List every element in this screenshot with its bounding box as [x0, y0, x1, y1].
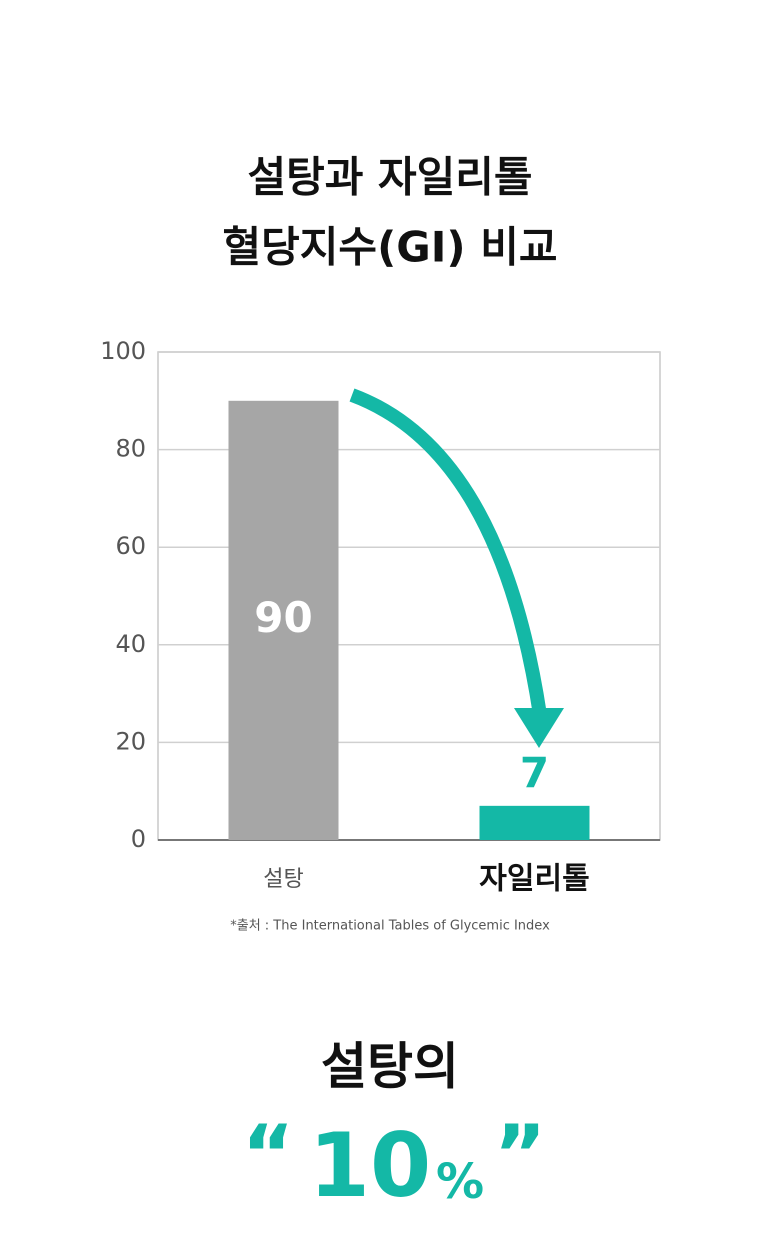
x-tick-label: 설탕	[263, 867, 303, 892]
chart-title: 설탕과 자일리톨	[247, 153, 532, 202]
y-tick-label: 20	[115, 727, 146, 755]
chart-subtitle: 혈당지수(GI) 비교	[223, 223, 558, 272]
plot: 0 20 40 60 80 100 설탕 90 자일리톨 7	[100, 337, 660, 897]
caption-number: 10	[309, 1114, 431, 1217]
value-label: 7	[520, 748, 549, 797]
source-note: *출처 : The International Tables of Glycem…	[230, 919, 550, 934]
y-tick-label: 60	[115, 532, 146, 560]
x-tick-label: 자일리톨	[479, 862, 589, 897]
close-quote: ”	[494, 1108, 547, 1201]
value-label: 90	[254, 593, 312, 642]
caption-line: 설탕의	[321, 1038, 459, 1096]
caption-unit: %	[436, 1154, 484, 1210]
bar	[228, 400, 339, 840]
y-tick-label: 40	[115, 630, 146, 658]
open-quote: “	[242, 1108, 295, 1201]
arrow-head	[514, 708, 564, 748]
bar	[479, 805, 590, 840]
y-tick-label: 0	[131, 825, 146, 853]
y-tick-label: 100	[100, 337, 146, 365]
arrow-shaft	[349, 388, 547, 717]
y-tick-label: 80	[115, 435, 146, 463]
